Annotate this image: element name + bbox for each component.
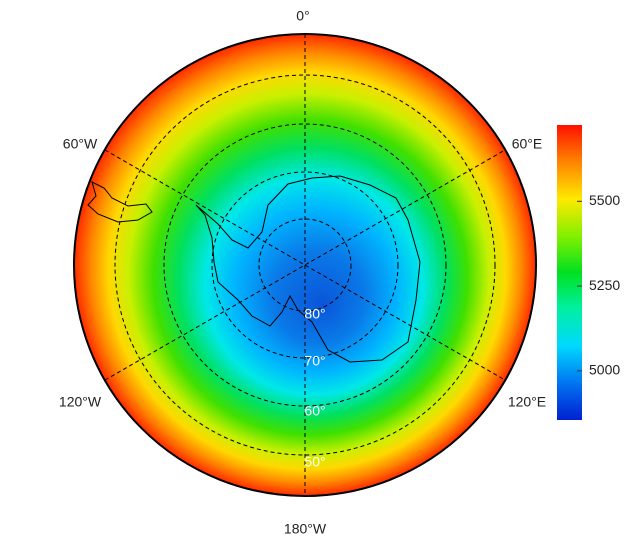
colorbar-tick-label: 5000 xyxy=(589,362,620,378)
lat-label: 80° xyxy=(304,306,325,322)
antarctica-coast xyxy=(195,175,421,363)
graticule xyxy=(104,34,506,496)
colorbar-tick-label: 5500 xyxy=(589,192,620,208)
lon-label: 0° xyxy=(296,8,309,24)
lat-circle xyxy=(211,171,399,359)
south-america-coast xyxy=(87,181,153,223)
lat-circle xyxy=(114,74,496,456)
colorbar-tick-label: 5250 xyxy=(589,277,620,293)
lon-label: 60°E xyxy=(512,136,543,152)
lon-label: 60°W xyxy=(63,136,98,152)
lat-label: 70° xyxy=(304,353,325,369)
lat-label: 50° xyxy=(304,454,325,470)
lon-label: 180°W xyxy=(284,521,327,537)
lat-label: 60° xyxy=(304,403,325,419)
colorbar xyxy=(557,125,582,420)
lat-circle xyxy=(163,123,447,407)
lon-label: 120°W xyxy=(59,394,102,410)
lon-label: 120°E xyxy=(508,394,546,410)
